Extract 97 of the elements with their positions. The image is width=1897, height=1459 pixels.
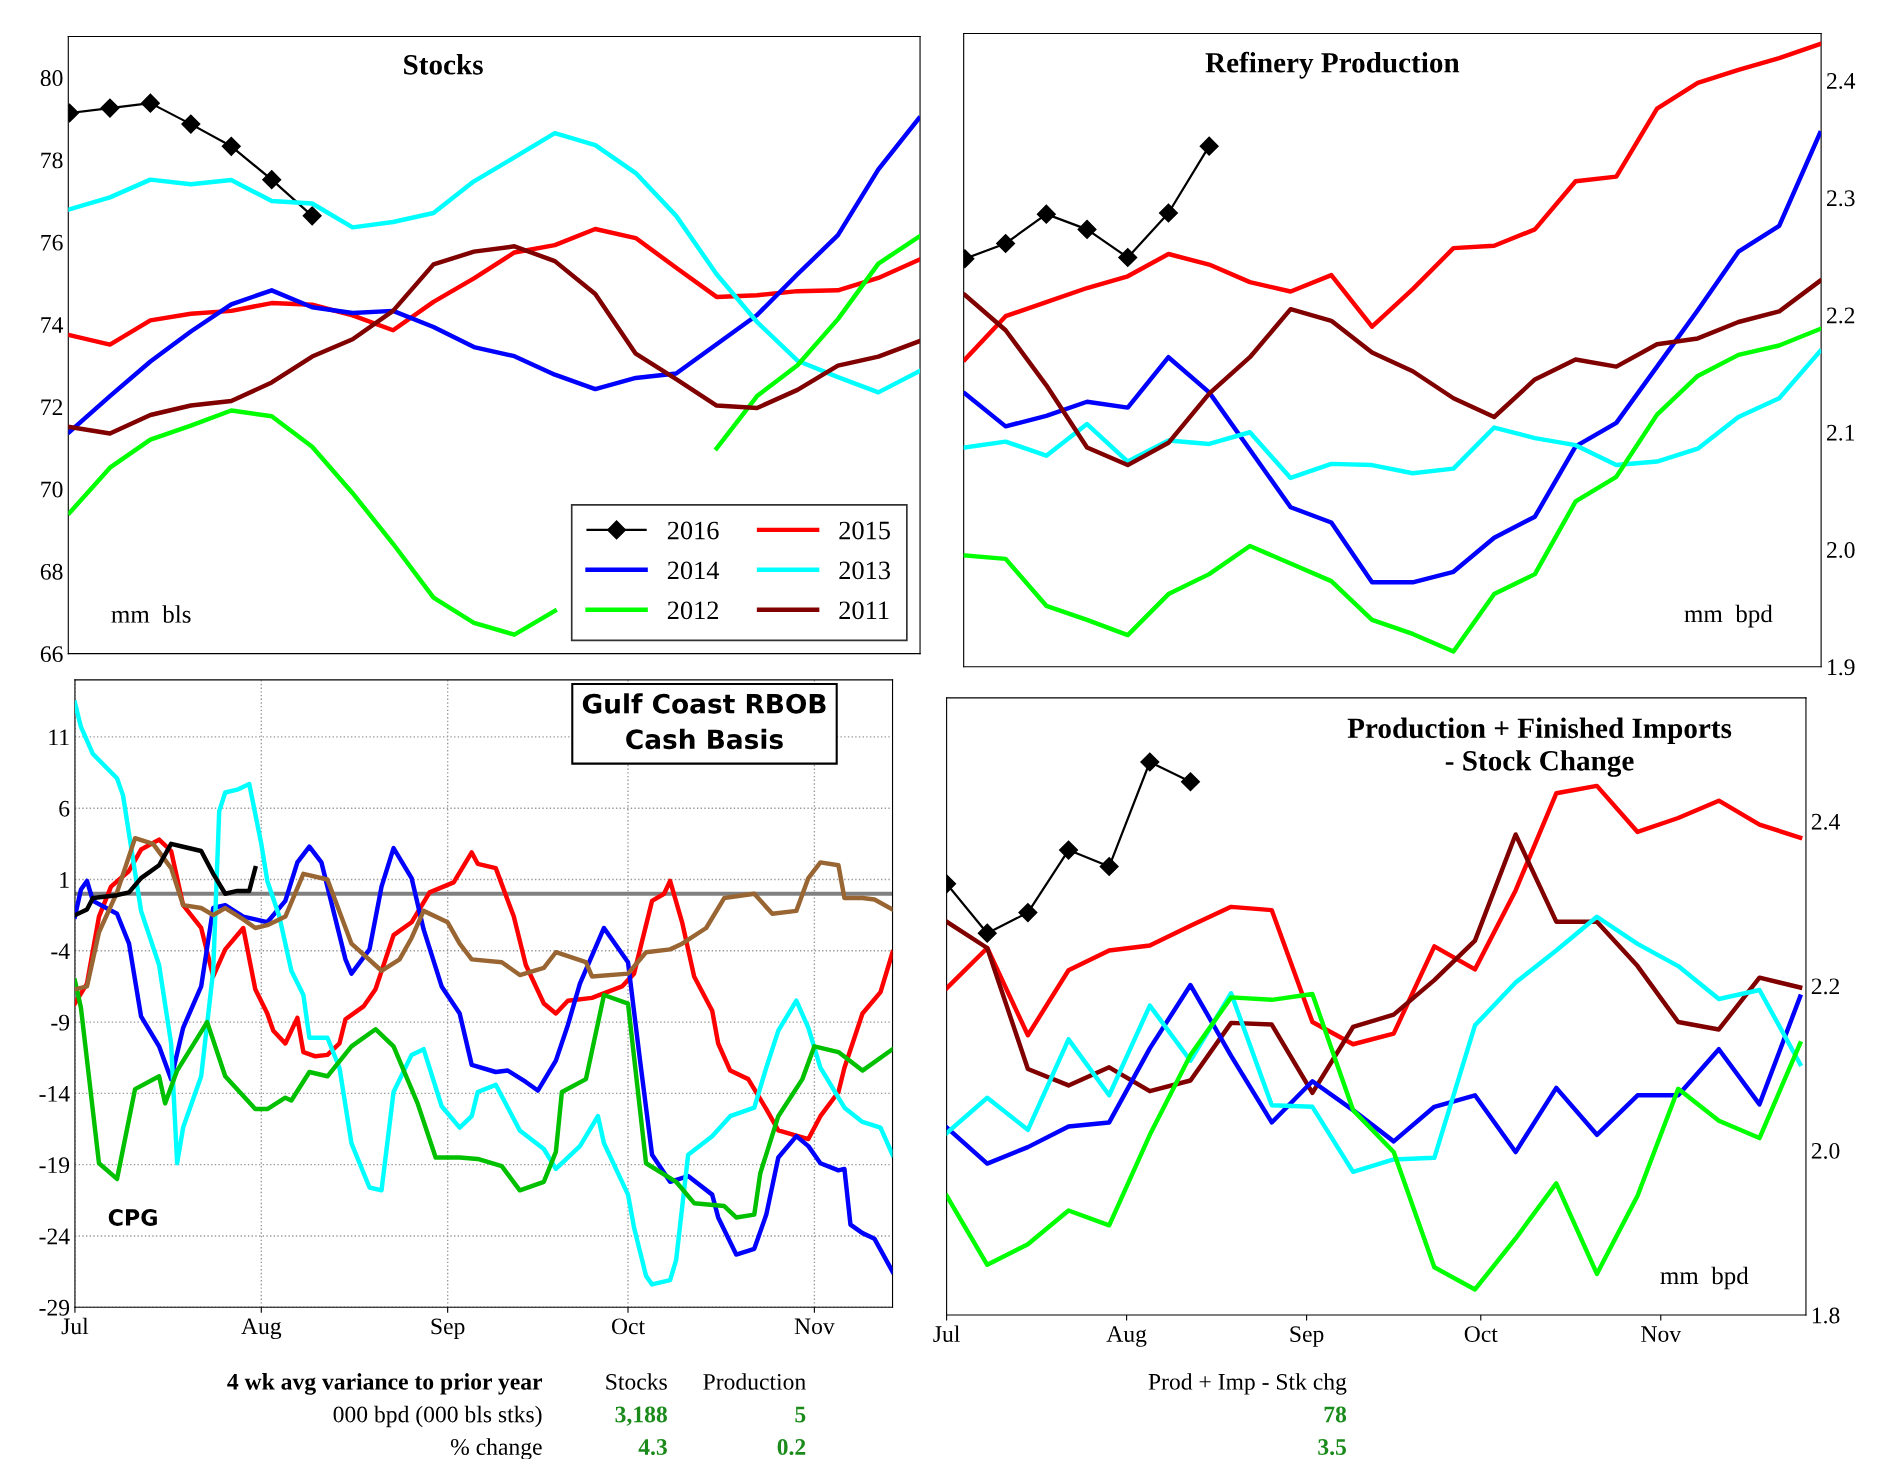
y-tick-label: 76 bbox=[41, 234, 63, 251]
point bbox=[977, 923, 997, 943]
y-tick-label: 66 bbox=[40, 646, 63, 663]
point bbox=[1199, 136, 1219, 156]
annotation: CPG bbox=[108, 1209, 157, 1226]
point bbox=[1140, 752, 1160, 772]
y-tick-label: 2.4 bbox=[1811, 813, 1840, 830]
text: 4 wk avg variance to prior year bbox=[227, 1373, 543, 1395]
annotation: mm bpd bbox=[1660, 1266, 1749, 1290]
text: Refinery Production bbox=[1205, 51, 1460, 79]
y-tick-label: -14 bbox=[39, 1085, 70, 1102]
y-tick-label: 78 bbox=[41, 152, 63, 169]
legend-label: 2016 bbox=[667, 521, 719, 540]
text: 3,188 bbox=[615, 1406, 667, 1426]
point bbox=[140, 93, 160, 113]
line-series bbox=[963, 131, 1822, 585]
point bbox=[1180, 772, 1201, 792]
legend-label: 2015 bbox=[839, 521, 890, 540]
text: Stocks bbox=[606, 1373, 667, 1390]
y-tick-label: -24 bbox=[39, 1228, 70, 1245]
point bbox=[221, 136, 241, 156]
point bbox=[262, 170, 282, 190]
y-tick-label: 2.1 bbox=[1827, 424, 1855, 441]
point bbox=[996, 233, 1016, 253]
x-tick-label: Nov bbox=[794, 1318, 835, 1335]
text: Production bbox=[703, 1373, 806, 1390]
text: Production + Finished Imports - Stock Change bbox=[1347, 717, 1732, 777]
point bbox=[181, 114, 201, 134]
y-tick-label: 1.8 bbox=[1812, 1307, 1840, 1324]
annotation: mm bpd bbox=[1684, 604, 1773, 628]
y-tick-label: -9 bbox=[51, 1014, 70, 1031]
x-tick-label: Jul bbox=[61, 1317, 89, 1335]
point bbox=[1036, 204, 1056, 224]
annotation: mm bls bbox=[111, 605, 191, 623]
x-tick-label: Oct bbox=[611, 1318, 645, 1335]
line-series bbox=[946, 832, 1803, 1096]
text: 3.5 bbox=[1318, 1439, 1347, 1456]
legend-label: 2014 bbox=[667, 561, 720, 580]
x-tick-label: Sep bbox=[1290, 1326, 1324, 1347]
y-tick-label: 80 bbox=[40, 70, 63, 87]
y-tick-label: 2.4 bbox=[1827, 73, 1856, 89]
y-tick-label: 11 bbox=[49, 729, 69, 746]
x-tick-label: Sep bbox=[431, 1318, 465, 1340]
y-tick-label: 1 bbox=[60, 872, 69, 888]
line-series bbox=[946, 991, 1803, 1292]
x-tick-label: Oct bbox=[1464, 1326, 1498, 1343]
legend-label: 2013 bbox=[839, 561, 890, 580]
line-series bbox=[74, 844, 893, 1274]
line-series bbox=[963, 278, 1822, 468]
point bbox=[1099, 856, 1119, 877]
line-series bbox=[68, 130, 921, 395]
y-tick-label: 2.2 bbox=[1811, 978, 1840, 995]
point bbox=[100, 98, 120, 118]
x-tick-label: Aug bbox=[1106, 1326, 1147, 1347]
y-tick-label: -4 bbox=[51, 943, 70, 959]
x-tick-label: Nov bbox=[1641, 1326, 1682, 1343]
legend-label: 2011 bbox=[839, 601, 889, 620]
line-series bbox=[963, 326, 1822, 654]
point bbox=[302, 206, 322, 226]
point bbox=[1018, 903, 1038, 923]
x-tick-label: Aug bbox=[241, 1318, 282, 1340]
y-tick-label: 72 bbox=[41, 399, 63, 415]
point bbox=[1118, 247, 1138, 268]
point bbox=[1059, 840, 1079, 860]
y-tick-label: 2.3 bbox=[1827, 190, 1855, 207]
line-series bbox=[963, 41, 1822, 362]
y-tick-label: -19 bbox=[39, 1157, 70, 1174]
x-tick-label: Jul bbox=[933, 1325, 960, 1343]
point bbox=[1077, 219, 1097, 239]
text: 000 bpd (000 bls stks) bbox=[333, 1405, 542, 1428]
y-tick-label: 2.2 bbox=[1827, 307, 1855, 324]
line-series bbox=[68, 116, 921, 435]
text: Gulf Coast RBOB Cash Basis bbox=[582, 693, 826, 750]
y-tick-label: 6 bbox=[59, 800, 70, 817]
y-tick-label: 2.0 bbox=[1827, 541, 1855, 559]
y-tick-label: -29 bbox=[39, 1299, 70, 1316]
legend-label: 2012 bbox=[667, 601, 719, 620]
line-series bbox=[946, 783, 1803, 1047]
text: 0.2 bbox=[777, 1439, 806, 1456]
line-series bbox=[68, 244, 921, 436]
text: 5 bbox=[795, 1406, 806, 1423]
y-tick-label: 2.0 bbox=[1811, 1142, 1840, 1159]
text: 78 bbox=[1324, 1406, 1347, 1423]
text: % change bbox=[450, 1438, 542, 1459]
line-series bbox=[946, 982, 1803, 1166]
text: Prod + Imp - Stk chg bbox=[1148, 1373, 1347, 1395]
line-series bbox=[946, 914, 1803, 1175]
line-series bbox=[963, 349, 1822, 481]
line-series bbox=[74, 835, 893, 992]
text: 4.3 bbox=[638, 1439, 667, 1456]
y-tick-label: 68 bbox=[40, 563, 63, 580]
y-tick-label: 70 bbox=[41, 481, 63, 498]
y-tick-label: 74 bbox=[41, 317, 64, 333]
point bbox=[1158, 203, 1179, 223]
y-tick-label: 1.9 bbox=[1828, 659, 1855, 676]
chart-title: Stocks bbox=[404, 54, 483, 75]
line-series bbox=[74, 841, 258, 918]
